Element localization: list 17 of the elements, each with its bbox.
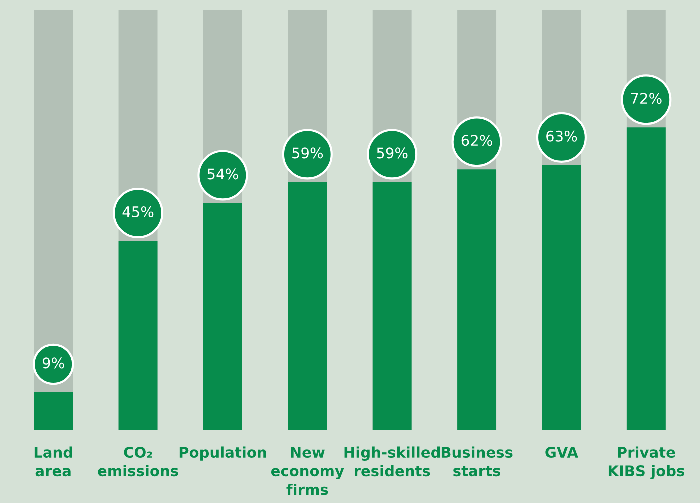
data-label: 72% xyxy=(631,93,662,104)
x-tick-label: Business starts xyxy=(442,446,513,477)
x-tick-label: New economy firms xyxy=(271,447,344,496)
data-label: 59% xyxy=(292,148,324,159)
x-tick-label: GVA xyxy=(546,446,578,458)
x-tick-label: Population xyxy=(180,446,266,461)
x-tick-label: CO₂ emissions xyxy=(98,446,178,477)
data-label: 54% xyxy=(208,168,238,180)
data-label: 62% xyxy=(462,135,492,146)
x-tick-label: High-skilled residents xyxy=(344,446,440,477)
x-tick-label: Private KIBS jobs xyxy=(608,446,685,480)
x-tick-label: Land area xyxy=(34,446,72,477)
data-label: 63% xyxy=(546,130,578,142)
data-label: 45% xyxy=(122,206,154,218)
data-label: 9% xyxy=(42,358,64,369)
data-label: 59% xyxy=(377,148,408,159)
bar xyxy=(34,392,74,430)
